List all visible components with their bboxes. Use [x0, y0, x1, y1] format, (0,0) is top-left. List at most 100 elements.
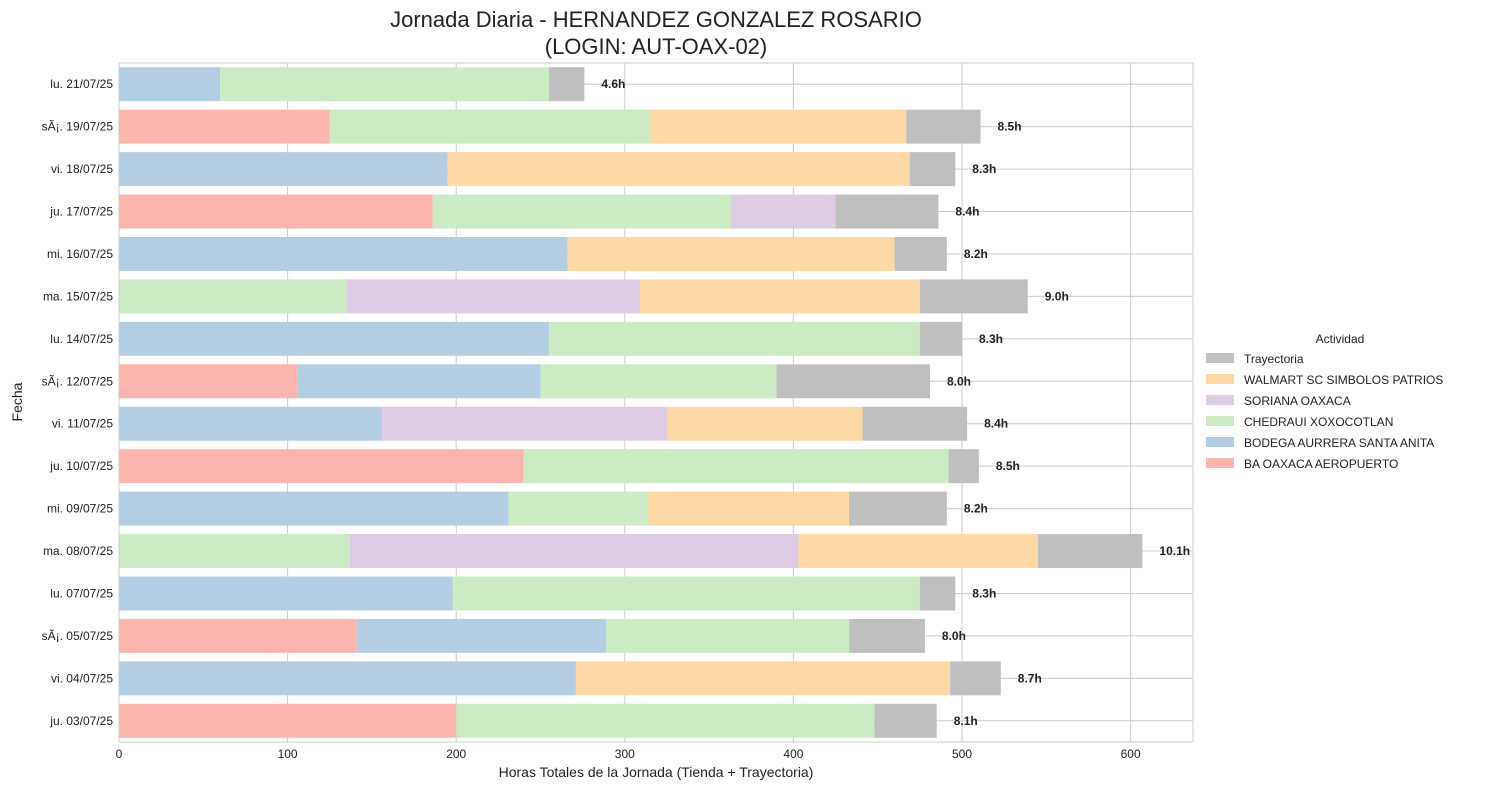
- y-tick-label: vi. 18/07/25: [51, 162, 113, 176]
- bar-segment: [523, 449, 949, 484]
- bar-segment: [650, 109, 907, 144]
- bar-segment: [119, 491, 509, 526]
- legend-label: Trayectoria: [1244, 352, 1304, 366]
- x-tick-label: 0: [116, 747, 123, 761]
- x-axis-label: Horas Totales de la Jornada (Tienda + Tr…: [499, 764, 814, 780]
- bar-total-label: 8.0h: [942, 629, 966, 643]
- bar-segment: [119, 67, 221, 102]
- bar-segment: [329, 109, 651, 144]
- bar-segment: [909, 152, 956, 187]
- y-tick-label: vi. 11/07/25: [52, 417, 113, 431]
- legend-swatch: [1206, 353, 1234, 363]
- bar-segment: [508, 491, 649, 526]
- legend-label: CHEDRAUI XOXOCOTLAN: [1244, 415, 1393, 429]
- y-tick-label: lu. 07/07/25: [50, 586, 113, 600]
- legend-swatch: [1206, 458, 1234, 468]
- bar-segment: [382, 406, 667, 441]
- bar-total-label: 8.3h: [972, 586, 996, 600]
- bar-segment: [220, 67, 549, 102]
- bar-segment: [1037, 534, 1143, 569]
- bar-segment: [119, 406, 383, 441]
- bar-total-label: 4.6h: [601, 77, 625, 91]
- y-tick-label: ma. 08/07/25: [43, 544, 113, 558]
- bar-total-label: 8.5h: [996, 459, 1020, 473]
- x-tick-label: 300: [615, 747, 635, 761]
- bar-segment: [119, 618, 357, 653]
- bar-segment: [349, 534, 799, 569]
- bars-layer: [119, 67, 1143, 738]
- bar-segment: [666, 406, 863, 441]
- y-tick-label: ju. 17/07/25: [49, 205, 113, 219]
- bar-total-label: 10.1h: [1159, 544, 1190, 558]
- chart-title-line-1: Jornada Diaria - HERNANDEZ GONZALEZ ROSA…: [390, 7, 922, 32]
- y-tick-label: sÃ¡. 05/07/25: [42, 629, 114, 643]
- bar-total-label: 8.3h: [979, 332, 1003, 346]
- x-tick-label: 600: [1121, 747, 1141, 761]
- bar-segment: [119, 236, 568, 271]
- bar-segment: [862, 406, 968, 441]
- bar-segment: [567, 236, 895, 271]
- legend-label: BODEGA AURRERA SANTA ANITA: [1244, 436, 1434, 450]
- x-tick-label: 500: [952, 747, 972, 761]
- legend-swatch: [1206, 395, 1234, 405]
- bar-segment: [575, 661, 951, 696]
- plot-frame: [118, 62, 1194, 743]
- bar-segment: [849, 491, 947, 526]
- bar-total-label: 8.3h: [972, 162, 996, 176]
- bar-segment: [835, 194, 939, 229]
- bar-segment: [432, 194, 732, 229]
- bar-segment: [119, 109, 330, 144]
- bar-segment: [606, 618, 850, 653]
- bar-segment: [452, 576, 920, 611]
- bar-total-label: 8.2h: [964, 247, 988, 261]
- bar-segment: [119, 576, 453, 611]
- bar-segment: [540, 364, 777, 399]
- bar-segment: [119, 321, 549, 356]
- bar-total-label: 8.7h: [1018, 671, 1042, 685]
- y-tick-label: ju. 03/07/25: [49, 714, 113, 728]
- bar-segment: [919, 279, 1028, 314]
- bar-segment: [639, 279, 920, 314]
- x-tick-label: 400: [783, 747, 803, 761]
- bar-total-label: 8.1h: [954, 714, 978, 728]
- bar-segment: [731, 194, 836, 229]
- bar-segment: [119, 449, 524, 484]
- labels-layer: 0 100 200 300 400 500 600 lu. 21/07/25 sÃ¡. 19/0…: [42, 77, 1190, 761]
- legend: Actividad Trayectoria WALMART SC SIMBOLOS…: [1206, 332, 1443, 471]
- bar-total-label: 8.2h: [964, 502, 988, 516]
- bar-segment: [119, 194, 433, 229]
- chart-title-line-2: (LOGIN: AUT-OAX-02): [545, 34, 768, 59]
- y-tick-label: sÃ¡. 19/07/25: [42, 120, 114, 134]
- bar-total-label: 8.5h: [998, 120, 1022, 134]
- bar-segment: [906, 109, 981, 144]
- bar-total-label: 8.4h: [955, 205, 979, 219]
- y-tick-label: sÃ¡. 12/07/25: [42, 374, 114, 388]
- legend-title: Actividad: [1316, 332, 1365, 346]
- y-tick-label: lu. 21/07/25: [50, 77, 113, 91]
- bar-segment: [874, 703, 937, 738]
- bar-segment: [919, 576, 956, 611]
- y-tick-label: ma. 15/07/25: [43, 289, 113, 303]
- y-tick-label: lu. 14/07/25: [50, 332, 113, 346]
- bar-segment: [447, 152, 910, 187]
- y-axis-label: Fecha: [9, 382, 25, 421]
- legend-label: BA OAXACA AEROPUERTO: [1244, 457, 1398, 471]
- y-tick-label: ju. 10/07/25: [49, 459, 113, 473]
- bar-segment: [776, 364, 930, 399]
- y-tick-label: vi. 04/07/25: [51, 671, 113, 685]
- bar-segment: [948, 449, 979, 484]
- bar-segment: [950, 661, 1001, 696]
- bar-segment: [648, 491, 850, 526]
- bar-segment: [119, 364, 298, 399]
- bar-total-label: 8.0h: [947, 374, 971, 388]
- bar-segment: [894, 236, 947, 271]
- bar-segment: [356, 618, 607, 653]
- legend-swatch: [1206, 374, 1234, 384]
- legend-swatch: [1206, 416, 1234, 426]
- bar-segment: [548, 321, 920, 356]
- bar-segment: [119, 661, 576, 696]
- x-tick-label: 200: [446, 747, 466, 761]
- bar-segment: [849, 618, 925, 653]
